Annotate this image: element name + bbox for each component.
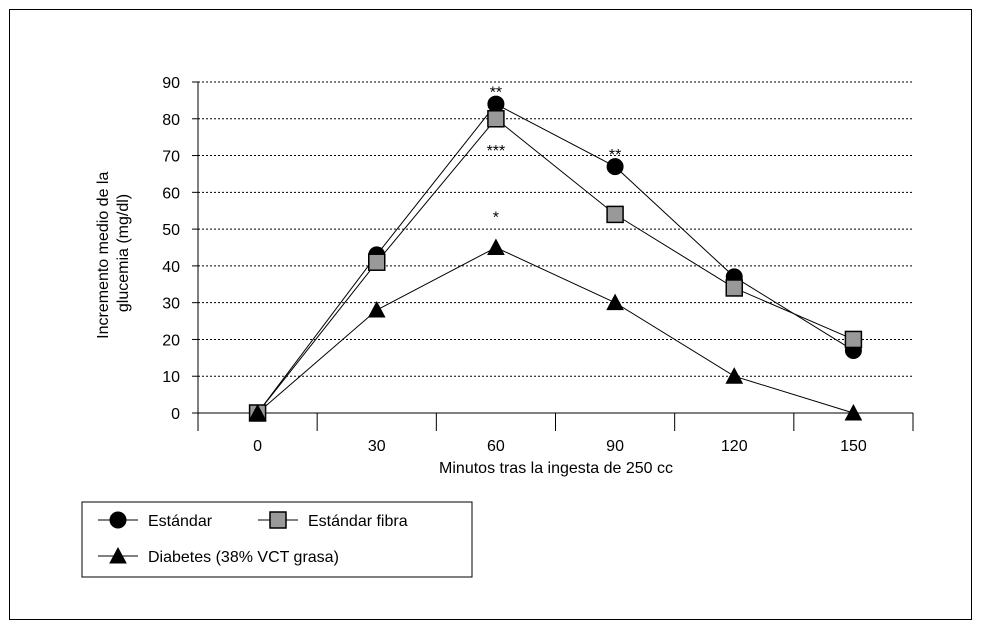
- x-tick-labels: 0 30 60 90 120 150: [253, 438, 867, 455]
- data-point-square: [725, 279, 743, 297]
- y-tick-label: 30: [162, 296, 180, 313]
- legend-marker-circle: [109, 511, 127, 529]
- series-lines: [248, 95, 863, 422]
- y-tick-label: 20: [162, 332, 180, 349]
- data-point-circle: [606, 158, 624, 176]
- data-point-square: [606, 205, 624, 224]
- significance-annotation: **: [490, 84, 502, 101]
- data-point-square: [844, 330, 863, 349]
- y-tick-label: 50: [162, 222, 180, 239]
- x-tick-label: 0: [253, 438, 262, 455]
- significance-annotation: ***: [487, 143, 506, 160]
- grid-lines: [198, 81, 913, 377]
- x-tick-label: 60: [487, 438, 505, 455]
- y-tick-label: 90: [162, 75, 180, 92]
- series-line: [257, 118, 854, 414]
- legend-label: Estándar: [148, 513, 213, 530]
- figure-frame: [9, 9, 972, 620]
- y-tick-label: 70: [162, 149, 180, 166]
- legend-box: [81, 501, 473, 578]
- significance-annotation: *: [493, 209, 499, 226]
- y-axis-label-line-1: Incremento medio de la: [95, 172, 112, 339]
- data-point-triangle: [367, 300, 386, 318]
- data-point-triangle: [606, 293, 624, 311]
- y-axis-label: Incremento medio de la glucemia (mg/dl): [95, 167, 132, 339]
- data-point-triangle: [248, 403, 267, 421]
- data-point-triangle: [487, 238, 505, 255]
- significance-annotation: **: [609, 147, 621, 164]
- series-line: [257, 103, 854, 414]
- annotations: ********: [487, 84, 622, 226]
- legend: Estándar Estándar fibra Diabetes (38% VCT …: [81, 501, 473, 578]
- legend-label: Diabetes (38% VCT grasa): [148, 549, 339, 566]
- legend-label: Estándar fibra: [308, 513, 408, 530]
- x-tick-label: 90: [606, 438, 624, 455]
- y-tick-label: 0: [171, 406, 180, 423]
- y-tick-labels: 0 10 20 30 40 50 60 70 80 90: [162, 75, 180, 423]
- x-tick-label: 30: [368, 438, 386, 455]
- x-axis-label: Minutos tras la ingesta de 250 cc: [439, 460, 673, 477]
- x-tick-label: 120: [721, 438, 748, 455]
- data-point-square: [368, 253, 386, 271]
- data-point-triangle: [844, 403, 863, 421]
- x-tick-label: 150: [840, 438, 867, 455]
- data-point-square: [487, 110, 505, 128]
- legend-marker-square: [269, 511, 287, 529]
- y-tick-label: 80: [162, 112, 180, 129]
- legend-marker-triangle: [109, 546, 127, 564]
- y-axis-label-line-2: glucemia (mg/dl): [115, 194, 132, 312]
- axes: [192, 81, 914, 431]
- series-line: [257, 246, 854, 414]
- y-tick-label: 60: [162, 185, 180, 202]
- y-tick-label: 40: [162, 259, 180, 276]
- data-point-triangle: [725, 367, 744, 384]
- y-tick-label: 10: [162, 369, 180, 386]
